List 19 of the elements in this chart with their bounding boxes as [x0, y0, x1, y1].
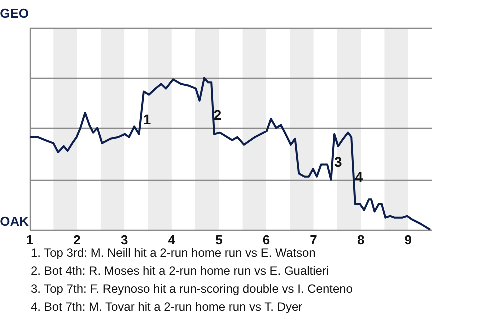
text: 1. Top 3rd: M. Neill hit a 2-run home run vs E. Watson	[31, 245, 317, 262]
x-tick-label: 1	[26, 232, 34, 248]
x-tick-label: 4	[168, 232, 176, 248]
annotation: 2	[214, 106, 222, 123]
text: 4. Bot 7th: M. Tovar hit a 2-run home run vs T. Dyer	[31, 299, 304, 316]
annotation: 3	[334, 154, 342, 170]
text: OAK	[0, 214, 29, 229]
x-tick-label: 7	[310, 232, 318, 248]
annotation: 4	[355, 169, 364, 186]
text: GEO	[0, 6, 29, 21]
annotation: 1	[143, 112, 152, 128]
x-tick-label: 2	[74, 232, 81, 248]
x-tick-label: 3	[120, 232, 128, 248]
x-tick-label: 9	[404, 232, 412, 248]
text: 3. Top 7th: F. Reynoso hit a run-scoring double vs I. Centeno	[31, 281, 353, 298]
text: 2. Bot 4th: R. Moses hit a 2-run home run vs E. Gualtieri	[31, 263, 330, 280]
x-tick-label: 6	[262, 232, 270, 248]
x-tick-label: 8	[357, 232, 365, 248]
x-tick-label: 5	[216, 232, 223, 248]
